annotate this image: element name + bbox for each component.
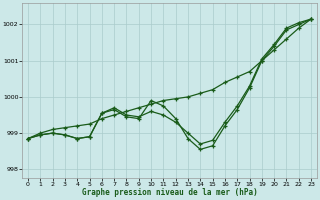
X-axis label: Graphe pression niveau de la mer (hPa): Graphe pression niveau de la mer (hPa) xyxy=(82,188,257,197)
